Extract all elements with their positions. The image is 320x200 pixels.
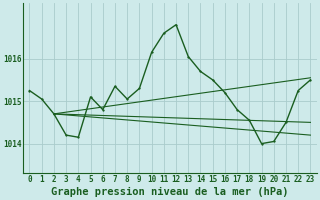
X-axis label: Graphe pression niveau de la mer (hPa): Graphe pression niveau de la mer (hPa) (51, 186, 289, 197)
